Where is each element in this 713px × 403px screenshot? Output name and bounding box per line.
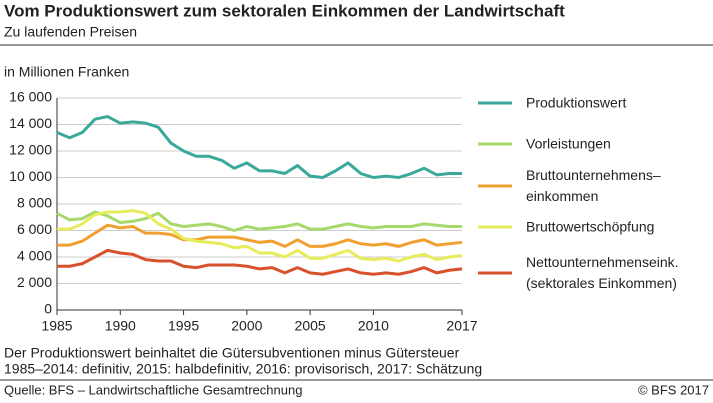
chart-subtitle: Zu laufenden Preisen <box>4 24 137 40</box>
legend-label: Bruttowertschöpfung <box>526 218 655 235</box>
series-line <box>56 115 462 179</box>
y-tick-label: 14 000 <box>9 115 52 131</box>
x-tick-label: 2005 <box>295 318 326 334</box>
x-tick-label: 2010 <box>358 318 389 334</box>
legend-label: Vorleistungen <box>526 135 611 152</box>
x-tick-label: 2017 <box>446 318 477 334</box>
y-axis-label: in Millionen Franken <box>4 64 129 80</box>
x-tick-label: 1985 <box>41 318 72 334</box>
y-tick-label: 8 000 <box>17 195 52 211</box>
note: Der Produktionswert beinhaltet die Güter… <box>4 345 460 361</box>
y-tick-label: 10 000 <box>9 168 52 184</box>
legend-label: Nettounternehmenseink. (sektorales Einko… <box>526 254 679 291</box>
y-tick-label: 6 000 <box>17 221 52 237</box>
y-tick-label: 4 000 <box>17 248 52 264</box>
y-tick-label: 0 <box>44 301 52 317</box>
x-tick-label: 2000 <box>231 318 262 334</box>
source: Quelle: BFS – Landwirtschaftliche Gesamt… <box>4 382 302 397</box>
x-tick-label: 1990 <box>105 318 136 334</box>
series-line <box>57 209 463 263</box>
note: 1985–2014: definitiv, 2015: halbdefiniti… <box>4 361 482 377</box>
legend-label: Produktionswert <box>526 94 627 111</box>
series-line <box>56 210 462 232</box>
x-tick-label: 1995 <box>168 318 199 334</box>
y-tick-label: 12 000 <box>9 142 52 158</box>
series-line <box>57 248 463 276</box>
y-tick-label: 16 000 <box>9 89 52 105</box>
copyright: © BFS 2017 <box>638 382 709 397</box>
y-tick-label: 2 000 <box>17 274 52 290</box>
chart-title: Vom Produktionswert zum sektoralen Einko… <box>4 1 565 20</box>
legend-label: Bruttounternehmens– einkommen <box>526 167 661 204</box>
series-line <box>57 223 463 248</box>
